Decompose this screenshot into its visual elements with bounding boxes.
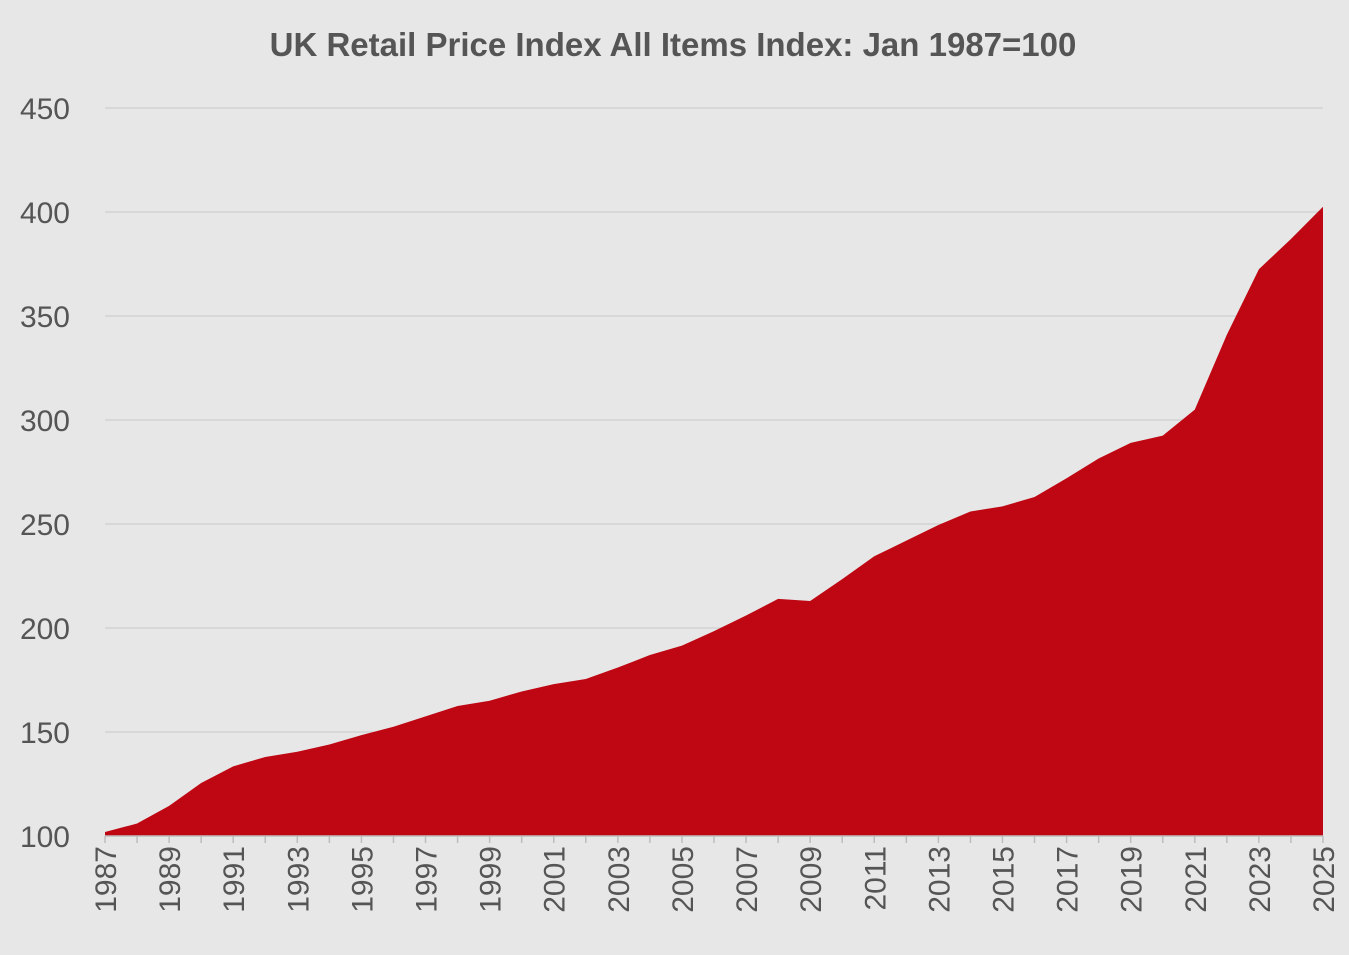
- x-tick-label: 2003: [603, 846, 636, 913]
- y-tick-label: 250: [20, 509, 70, 542]
- x-tick-label: 2013: [923, 846, 956, 913]
- y-tick-label: 200: [20, 613, 70, 646]
- y-tick-label: 100: [20, 821, 70, 854]
- chart-title: UK Retail Price Index All Items Index: J…: [270, 26, 1077, 63]
- rpi-area-series: [105, 206, 1323, 837]
- x-tick-label: 2017: [1052, 846, 1085, 913]
- x-tick-label: 2023: [1244, 846, 1277, 913]
- x-tick-label: 1993: [282, 846, 315, 913]
- x-tick-label: 1991: [218, 846, 251, 913]
- plot-area: [105, 206, 1323, 837]
- x-tick-label: 1987: [90, 846, 123, 913]
- x-tick-label: 1997: [411, 846, 444, 913]
- gridlines: [105, 107, 1323, 733]
- x-axis: 1987 1989 1991 1993 1995 1997 1999 2001 2003 2005…: [90, 835, 1341, 913]
- x-tick-label: 2007: [731, 846, 764, 913]
- x-tick-label: 1999: [475, 846, 508, 913]
- y-tick-label: 450: [20, 93, 70, 126]
- y-tick-label: 350: [20, 301, 70, 334]
- x-tick-label: 2001: [539, 846, 572, 913]
- x-tick-label: 2005: [667, 846, 700, 913]
- x-tick-label: 2011: [859, 846, 892, 911]
- y-axis: 100 150 200 250 300 350 400 450: [20, 93, 70, 854]
- x-tick-label: 2021: [1180, 846, 1213, 913]
- x-tick-label: 2019: [1116, 846, 1149, 913]
- x-tick-label: 2015: [987, 846, 1020, 913]
- y-tick-label: 300: [20, 405, 70, 438]
- x-tick-label: 2025: [1308, 846, 1341, 913]
- x-tick-label: 1995: [346, 846, 379, 913]
- x-tick-label: 1989: [154, 846, 187, 913]
- x-tick-label: 2009: [795, 846, 828, 913]
- y-tick-label: 150: [20, 717, 70, 750]
- y-tick-label: 400: [20, 197, 70, 230]
